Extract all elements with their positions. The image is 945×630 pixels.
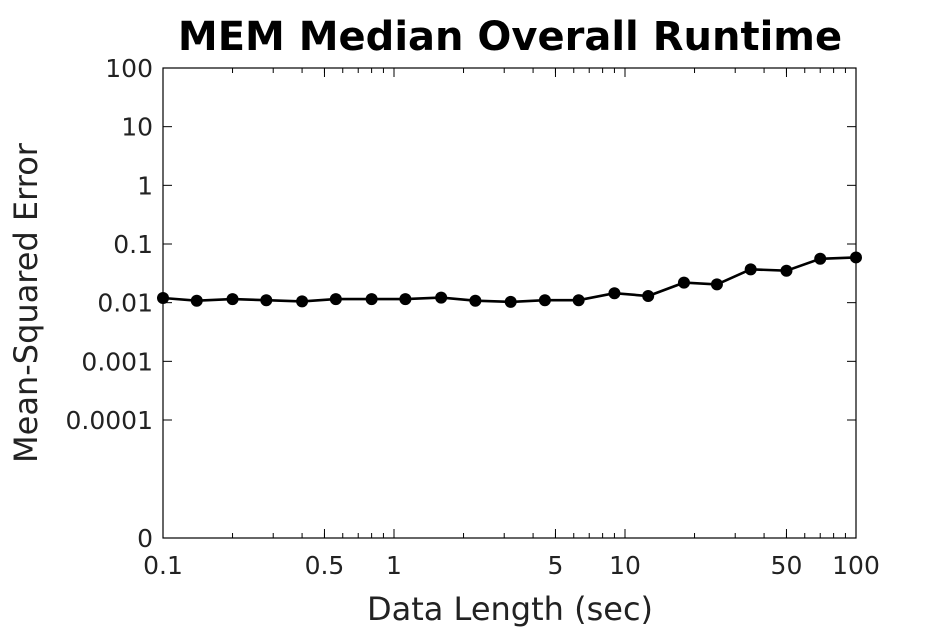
- y-axis-label: Mean-Squared Error: [7, 142, 45, 463]
- y-tick-label: 10: [121, 113, 153, 142]
- y-tick-label: 100: [105, 54, 153, 83]
- data-point: [677, 276, 690, 289]
- data-point: [780, 264, 793, 277]
- data-point: [850, 251, 862, 264]
- data-point: [814, 252, 827, 265]
- data-point: [399, 293, 412, 306]
- data-point: [504, 295, 517, 308]
- data-point: [608, 287, 621, 300]
- y-tick-label: 0.1: [113, 230, 153, 259]
- data-point: [157, 292, 169, 305]
- x-tick-label: 50: [771, 551, 803, 580]
- data-point: [572, 294, 585, 307]
- minor-ticks: [232, 68, 846, 538]
- y-tick-label: 0.0001: [66, 406, 153, 435]
- x-tick-label: 0.1: [143, 551, 183, 580]
- data-point: [538, 294, 551, 307]
- data-point: [296, 295, 309, 308]
- x-tick-label: 0.5: [305, 551, 345, 580]
- chart-title: MEM Median Overall Runtime: [178, 14, 842, 60]
- data-point: [190, 294, 203, 307]
- data-point: [226, 293, 239, 306]
- data-point: [744, 263, 757, 276]
- data-point: [642, 289, 655, 302]
- x-ticks: 0.1 0.5 1 5 10 50 100: [143, 68, 880, 580]
- x-tick-label: 100: [832, 551, 880, 580]
- data-points: [157, 251, 862, 308]
- x-tick-label: 10: [609, 551, 641, 580]
- x-tick-label: 5: [548, 551, 564, 580]
- y-tick-label: 0.001: [81, 347, 153, 376]
- y-tick-label: 0: [137, 524, 153, 553]
- data-point: [469, 294, 482, 307]
- data-point: [260, 294, 273, 307]
- y-tick-label: 1: [137, 171, 153, 200]
- data-point: [329, 293, 342, 306]
- x-axis-label: Data Length (sec): [367, 590, 653, 628]
- x-tick-label: 1: [386, 551, 402, 580]
- data-point: [435, 291, 448, 304]
- data-point: [710, 278, 723, 291]
- data-point: [365, 293, 378, 306]
- y-tick-label: 0.01: [97, 289, 153, 318]
- y-ticks: 100 10 1 0.1 0.01 0.001 0.0001 0: [66, 54, 856, 553]
